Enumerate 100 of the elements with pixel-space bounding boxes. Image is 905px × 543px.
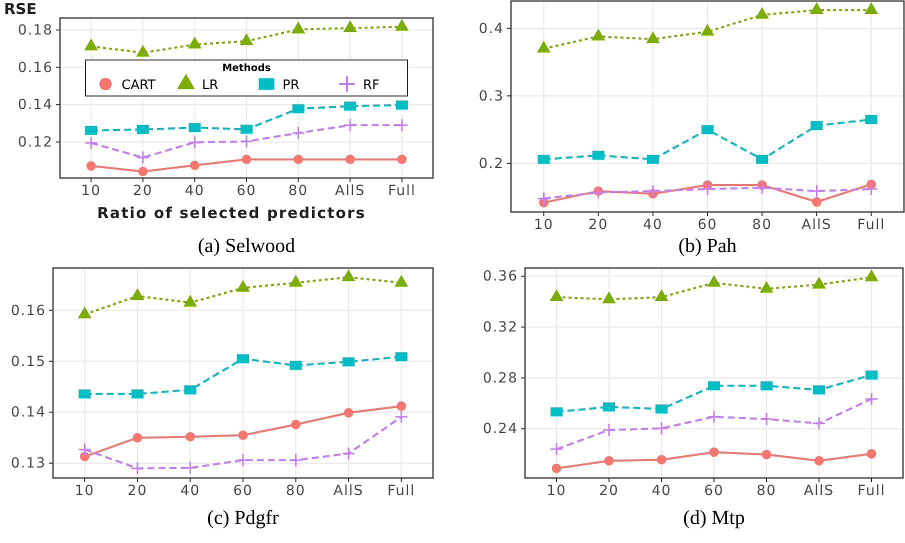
point — [810, 184, 824, 198]
point — [864, 269, 878, 282]
x-tick-label: 20 — [599, 482, 619, 499]
x-tick-label: 20 — [128, 482, 148, 499]
x-tick-label: Full — [858, 482, 886, 499]
point — [646, 31, 660, 44]
x-tick-label: 10 — [74, 482, 95, 499]
point — [78, 306, 92, 318]
point — [702, 125, 714, 134]
y-tick-label: 0.14 — [18, 97, 53, 114]
point — [866, 449, 876, 458]
point — [240, 134, 254, 148]
point — [131, 389, 144, 398]
x-tick-label: 80 — [752, 216, 772, 233]
point — [236, 280, 250, 292]
point — [190, 160, 200, 170]
point — [183, 294, 198, 307]
point — [603, 402, 615, 412]
point — [646, 154, 659, 164]
x-tick-label: Full — [857, 216, 886, 233]
x-tick-label: 10 — [534, 216, 554, 233]
x-tick-label: 20 — [132, 182, 153, 199]
point — [813, 385, 825, 394]
point — [592, 150, 604, 160]
point — [397, 154, 407, 164]
point — [394, 274, 408, 287]
point — [592, 186, 606, 200]
point — [550, 407, 562, 416]
point — [756, 154, 768, 164]
x-tick-label: Full — [388, 182, 416, 199]
point — [602, 292, 616, 304]
x-tick-label: AllS — [333, 482, 364, 499]
point — [290, 360, 302, 370]
point — [602, 423, 616, 437]
point — [755, 6, 769, 19]
point — [289, 453, 303, 467]
point — [136, 124, 149, 134]
y-tick-label: 0.16 — [18, 60, 53, 76]
x-axis-title: Ratio of selected predictors — [97, 204, 366, 222]
point — [130, 462, 144, 476]
text: (b) Pah — [678, 235, 737, 257]
x-tick-label: 80 — [286, 482, 306, 499]
x-tick-label: AllS — [804, 482, 834, 499]
point — [396, 401, 406, 411]
point — [646, 184, 660, 198]
point — [394, 410, 408, 424]
point — [345, 154, 355, 164]
point — [136, 44, 150, 57]
point — [700, 182, 714, 196]
point — [343, 118, 357, 132]
x-tick-label: 40 — [643, 216, 663, 233]
point — [865, 115, 878, 124]
x-tick-label: 80 — [288, 182, 308, 199]
point — [188, 123, 201, 132]
point — [184, 385, 196, 394]
point — [238, 430, 248, 440]
y-tick-label: 0.15 — [10, 354, 46, 370]
point — [396, 100, 408, 110]
x-tick-label: 60 — [233, 482, 253, 499]
point — [707, 410, 721, 424]
point — [136, 150, 150, 164]
x-tick-label: 20 — [588, 216, 608, 233]
y-tick-label: 0.14 — [10, 404, 46, 421]
legend-title: Methods — [222, 63, 271, 74]
point — [395, 352, 408, 362]
point — [709, 447, 719, 457]
y-tick-label: 0.13 — [10, 456, 46, 472]
point — [186, 432, 195, 442]
point — [78, 442, 92, 456]
point — [84, 136, 98, 150]
point — [866, 370, 878, 380]
point — [536, 40, 551, 53]
point — [240, 33, 254, 46]
point — [760, 280, 774, 293]
point — [760, 381, 772, 390]
point — [84, 38, 98, 50]
y-tick-label: 0.16 — [10, 302, 46, 319]
point — [550, 442, 564, 456]
text: (a) Selwood — [198, 235, 296, 257]
point — [395, 18, 409, 31]
point — [708, 381, 720, 390]
point — [760, 412, 774, 426]
point — [656, 454, 666, 464]
y-tick-label: 0.4 — [478, 20, 504, 37]
x-tick-label: Full — [387, 482, 416, 499]
point — [550, 289, 564, 302]
legend-label: RF — [363, 78, 380, 93]
text: (c) Pdgfr — [207, 507, 280, 529]
y-tick-label: 0.18 — [18, 22, 53, 38]
point — [812, 197, 822, 207]
point — [810, 2, 824, 14]
y-tick-label: 0.2 — [478, 156, 504, 172]
legend-label: CART — [122, 78, 156, 93]
point — [132, 433, 142, 442]
point — [130, 288, 144, 300]
y-tick-label: 0.28 — [482, 370, 518, 386]
point — [342, 269, 356, 282]
point — [288, 274, 303, 287]
point — [86, 161, 96, 171]
point — [762, 450, 772, 460]
